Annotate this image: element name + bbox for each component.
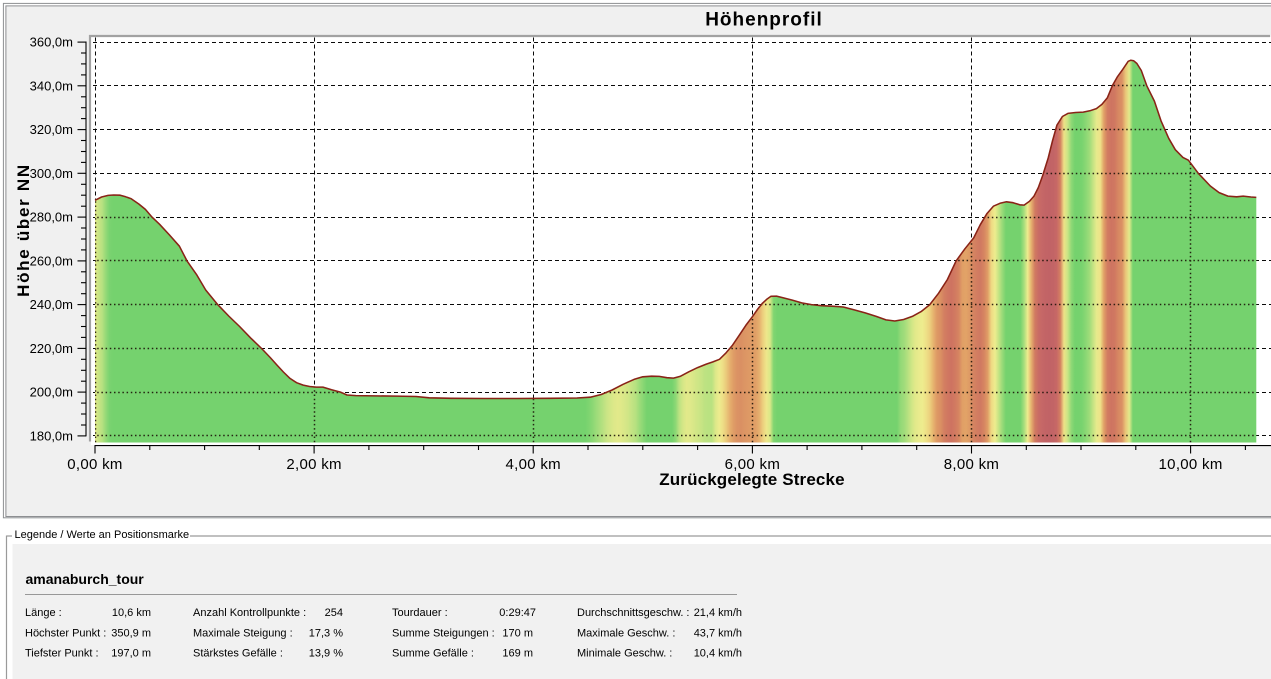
svg-text:340,0m: 340,0m (30, 78, 73, 93)
svg-text:280,0m: 280,0m (30, 210, 73, 225)
svg-text:0:29:47: 0:29:47 (499, 607, 536, 619)
svg-text:200,0m: 200,0m (30, 385, 73, 400)
svg-text:180,0m: 180,0m (30, 429, 73, 444)
svg-text:Legende / Werte an Positionsma: Legende / Werte an Positionsmarke (15, 529, 190, 541)
svg-text:Höhenprofil: Höhenprofil (705, 10, 823, 31)
svg-text:240,0m: 240,0m (30, 297, 73, 312)
svg-text:amanaburch_tour: amanaburch_tour (26, 571, 145, 587)
svg-text:10,4 km/h: 10,4 km/h (694, 648, 742, 660)
svg-text:Zurückgelegte Strecke: Zurückgelegte Strecke (659, 470, 845, 489)
svg-text:10,00 km: 10,00 km (1159, 456, 1223, 473)
svg-text:Maximale Steigung :: Maximale Steigung : (193, 627, 293, 639)
svg-text:Minimale Geschw. :: Minimale Geschw. : (577, 648, 672, 660)
svg-text:Durchschnittsgeschw. :: Durchschnittsgeschw. : (577, 607, 690, 619)
svg-text:Summe Gefälle :: Summe Gefälle : (392, 648, 474, 660)
svg-text:170 m: 170 m (502, 627, 533, 639)
svg-text:2,00 km: 2,00 km (286, 456, 341, 473)
svg-text:Summe Steigungen :: Summe Steigungen : (392, 627, 495, 639)
svg-text:Höchster Punkt :: Höchster Punkt : (25, 627, 106, 639)
svg-text:350,9 m: 350,9 m (111, 627, 151, 639)
svg-text:260,0m: 260,0m (30, 254, 73, 269)
svg-text:300,0m: 300,0m (30, 166, 73, 181)
svg-text:Stärkstes Gefälle :: Stärkstes Gefälle : (193, 648, 283, 660)
svg-text:13,9 %: 13,9 % (309, 648, 343, 660)
svg-text:Höhe über NN: Höhe über NN (14, 163, 33, 297)
svg-text:Tiefster Punkt :: Tiefster Punkt : (25, 648, 99, 660)
svg-text:360,0m: 360,0m (30, 35, 73, 50)
svg-text:254: 254 (325, 607, 343, 619)
svg-text:0,00 km: 0,00 km (67, 456, 122, 473)
svg-text:320,0m: 320,0m (30, 122, 73, 137)
svg-text:6,00 km: 6,00 km (725, 456, 780, 473)
svg-text:21,4 km/h: 21,4 km/h (694, 607, 742, 619)
svg-text:197,0 m: 197,0 m (111, 648, 151, 660)
svg-text:17,3 %: 17,3 % (309, 627, 343, 639)
svg-text:43,7 km/h: 43,7 km/h (694, 627, 742, 639)
svg-text:4,00 km: 4,00 km (505, 456, 560, 473)
svg-text:169 m: 169 m (502, 648, 533, 660)
svg-text:Anzahl Kontrollpunkte :: Anzahl Kontrollpunkte : (193, 607, 306, 619)
svg-text:220,0m: 220,0m (30, 341, 73, 356)
svg-text:8,00 km: 8,00 km (944, 456, 999, 473)
svg-text:Maximale Geschw. :: Maximale Geschw. : (577, 627, 675, 639)
svg-text:Länge :: Länge : (25, 607, 62, 619)
svg-text:Tourdauer :: Tourdauer : (392, 607, 448, 619)
svg-text:10,6 km: 10,6 km (112, 607, 151, 619)
